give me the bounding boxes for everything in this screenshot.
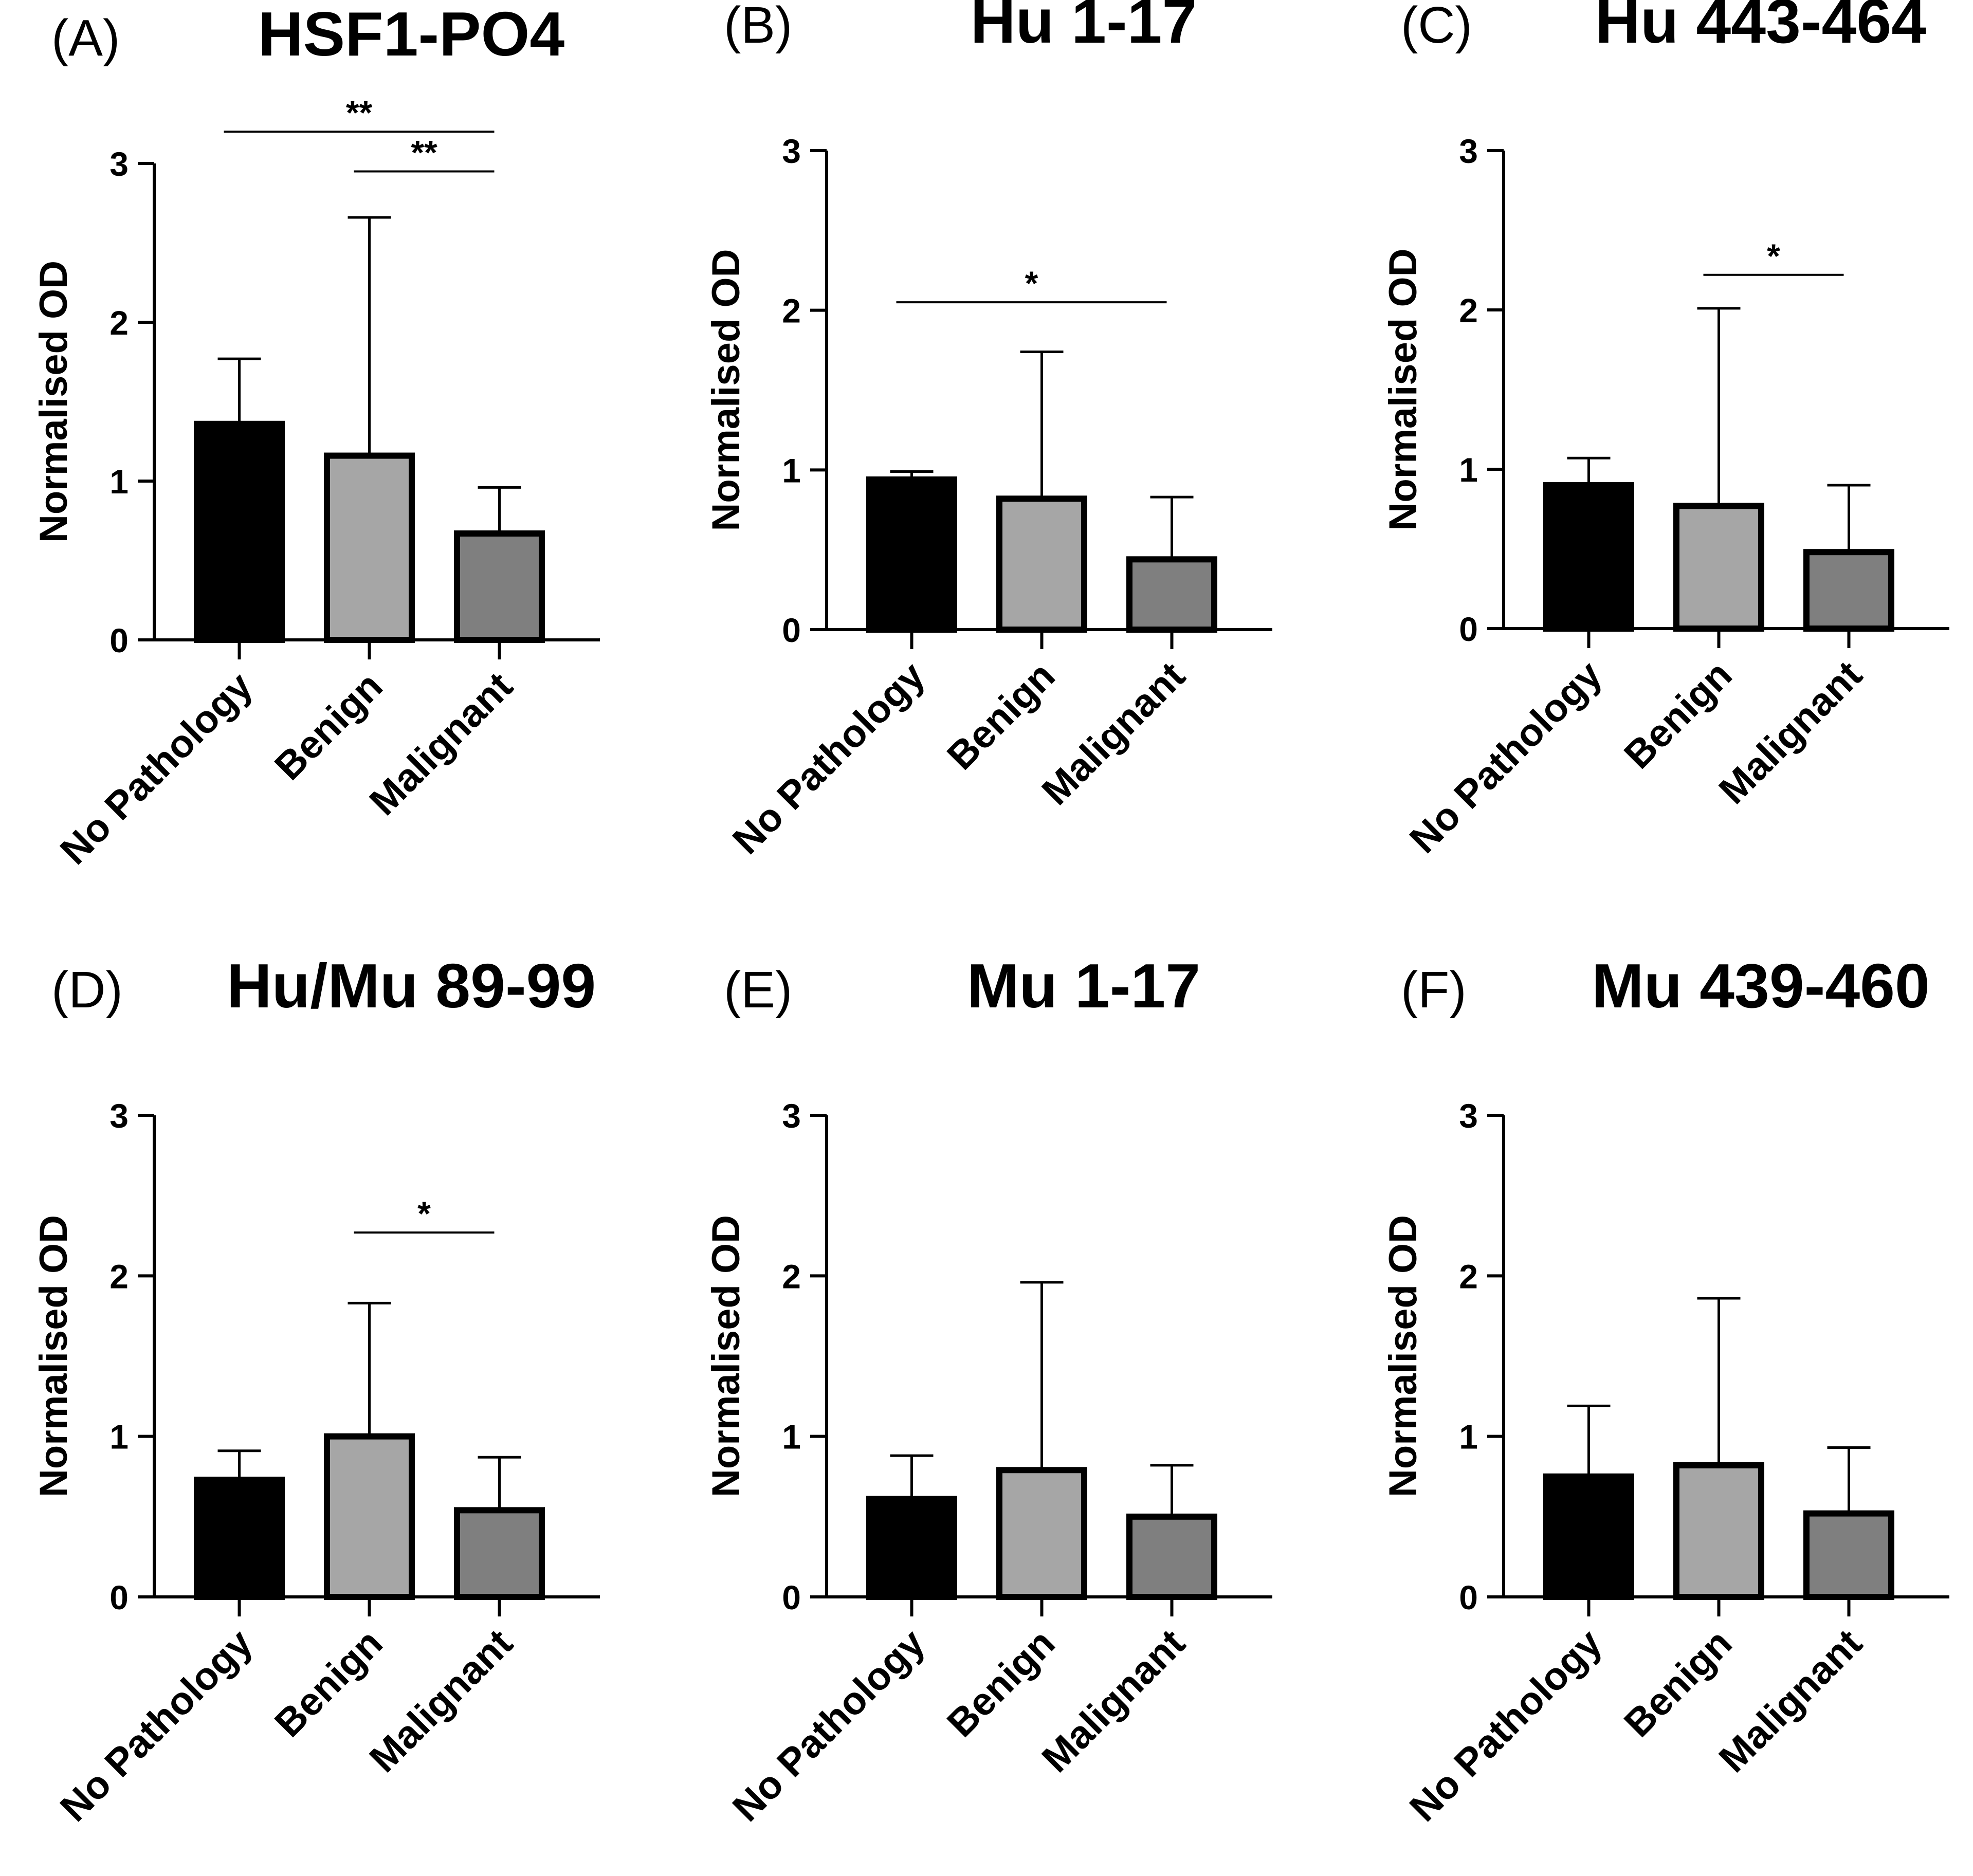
x-category-label: Malignant: [1034, 654, 1194, 814]
x-category-label: Malignant: [1034, 1621, 1194, 1781]
x-category-label: Benign: [939, 654, 1063, 778]
chart-panel-6: (F) Mu 439-460 Normalised OD 0 1 2 3 No Patholo…: [1381, 951, 1949, 1830]
y-tick-label: 2: [782, 1257, 801, 1295]
significance-label: **: [411, 133, 437, 171]
y-tick-label: 3: [109, 1097, 129, 1135]
y-axis-title: Normalised OD: [1381, 1215, 1425, 1497]
bar-no-pathology: [194, 420, 285, 643]
panel-letter: (D): [51, 961, 123, 1019]
bar-no-pathology: [866, 476, 957, 633]
y-axis-title: Normalised OD: [1381, 248, 1425, 530]
panel-letter: (A): [51, 9, 120, 67]
x-category-label: No Pathology: [52, 1621, 261, 1830]
bar-no-pathology: [866, 1496, 957, 1600]
x-category-label: No Pathology: [724, 654, 933, 862]
y-tick-label: 0: [109, 1578, 129, 1616]
bar-malignant: [1126, 556, 1217, 633]
y-tick-label: 2: [1459, 1257, 1478, 1295]
bar-malignant: [454, 530, 545, 643]
y-tick-label: 3: [782, 1097, 801, 1135]
significance-label: *: [417, 1194, 431, 1233]
y-tick-label: 3: [1459, 132, 1478, 170]
bar-malignant: [1803, 1510, 1894, 1600]
chart-title: Hu/Mu 89-99: [227, 951, 596, 1021]
bar-benign: [1673, 1462, 1764, 1601]
significance-label: **: [346, 94, 373, 132]
y-tick-label: 3: [782, 132, 801, 170]
chart-panel-2: (B) Hu 1-17 Normalised OD 0 1 2 3 No Pathology B…: [704, 0, 1272, 862]
panel-letter: (E): [724, 961, 792, 1019]
chart-title: Hu 443-464: [1595, 0, 1926, 56]
y-axis-title: Normalised OD: [704, 249, 748, 531]
y-tick-label: 1: [782, 451, 801, 489]
y-tick-label: 2: [1459, 291, 1478, 329]
panel-letter: (F): [1401, 961, 1467, 1019]
y-axis-title: Normalised OD: [32, 261, 76, 543]
y-tick-label: 2: [782, 292, 801, 330]
chart-title: Mu 439-460: [1592, 951, 1930, 1021]
bar-benign: [324, 1433, 415, 1601]
bar-benign: [1673, 503, 1764, 632]
y-tick-label: 1: [782, 1418, 801, 1456]
significance-label: *: [1025, 264, 1038, 302]
chart-title: Hu 1-17: [971, 0, 1197, 56]
y-tick-label: 0: [109, 621, 129, 659]
y-tick-label: 0: [1459, 1578, 1478, 1616]
chart-panel-5: (E) Mu 1-17 Normalised OD 0 1 2 3 No Pathology B…: [704, 951, 1272, 1830]
chart-title: HSF1-PO4: [258, 0, 565, 69]
x-category-label: Malignant: [361, 664, 521, 824]
bar-no-pathology: [194, 1476, 285, 1600]
y-tick-label: 0: [782, 611, 801, 649]
y-axis-title: Normalised OD: [32, 1215, 76, 1497]
x-category-label: No Pathology: [1401, 653, 1610, 861]
y-axis-title: Normalised OD: [704, 1215, 748, 1497]
x-category-label: No Pathology: [724, 1621, 933, 1830]
bar-malignant: [1803, 549, 1894, 632]
bar-malignant: [454, 1507, 545, 1601]
x-category-label: No Pathology: [1401, 1621, 1610, 1830]
panel-letter: (C): [1401, 0, 1472, 54]
chart-title: Mu 1-17: [967, 951, 1200, 1021]
x-category-label: Benign: [1616, 653, 1740, 777]
x-category-label: Benign: [266, 1621, 391, 1745]
y-tick-label: 1: [1459, 451, 1478, 489]
y-tick-label: 1: [109, 1418, 129, 1456]
x-category-label: Malignant: [361, 1621, 521, 1781]
y-tick-label: 1: [109, 463, 129, 501]
y-tick-label: 3: [109, 145, 129, 183]
y-tick-label: 1: [1459, 1418, 1478, 1456]
x-category-label: Benign: [1616, 1621, 1740, 1745]
chart-panel-1: (A) HSF1-PO4 Normalised OD 0 1 2 3 No Pathology…: [32, 0, 600, 873]
bar-benign: [324, 452, 415, 643]
bar-no-pathology: [1543, 482, 1634, 632]
bar-benign: [996, 1467, 1087, 1600]
chart-panel-3: (C) Hu 443-464 Normalised OD 0 1 2 3 No Patholo…: [1381, 0, 1949, 861]
significance-label: *: [1767, 237, 1780, 275]
y-tick-label: 2: [109, 1257, 129, 1295]
bar-malignant: [1126, 1513, 1217, 1600]
y-tick-label: 0: [782, 1578, 801, 1616]
y-tick-label: 2: [109, 304, 129, 342]
y-tick-label: 0: [1459, 610, 1478, 648]
x-category-label: No Pathology: [52, 664, 261, 873]
chart-panel-4: (D) Hu/Mu 89-99 Normalised OD 0 1 2 3 No Pathol…: [32, 951, 600, 1830]
panel-letter: (B): [724, 0, 792, 54]
bar-benign: [996, 495, 1087, 633]
x-category-label: Benign: [939, 1621, 1063, 1745]
x-category-label: Benign: [266, 664, 391, 788]
x-category-label: Malignant: [1711, 653, 1871, 813]
y-tick-label: 3: [1459, 1097, 1478, 1135]
x-category-label: Malignant: [1711, 1621, 1871, 1781]
bar-no-pathology: [1543, 1473, 1634, 1600]
